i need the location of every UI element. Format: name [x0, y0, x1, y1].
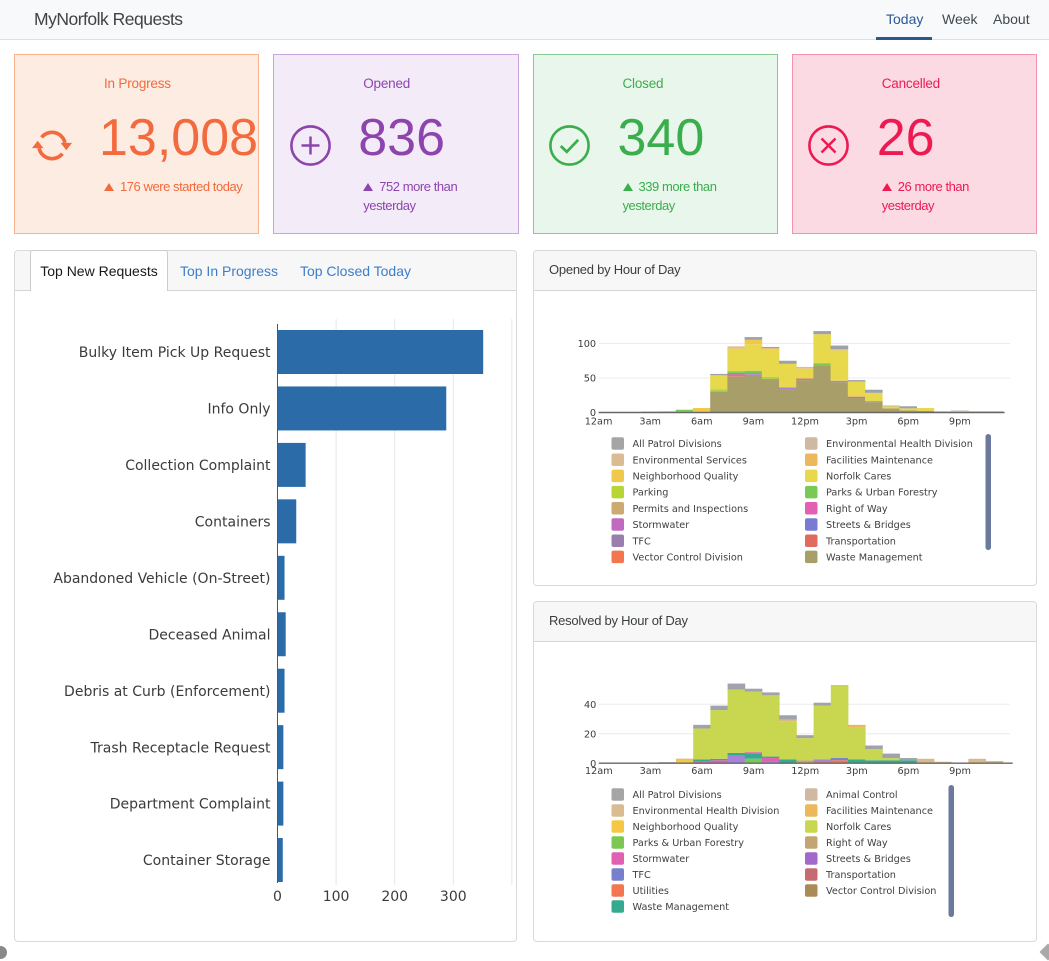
svg-text:Debris at Curb (Enforcement): Debris at Curb (Enforcement) — [64, 684, 270, 700]
svg-text:Parking: Parking — [633, 488, 669, 499]
svg-text:9pm: 9pm — [949, 416, 971, 427]
svg-text:9pm: 9pm — [949, 766, 971, 777]
svg-text:12am: 12am — [585, 766, 613, 777]
svg-text:Container Storage: Container Storage — [143, 853, 271, 869]
svg-text:50: 50 — [584, 374, 596, 385]
svg-text:40: 40 — [584, 700, 596, 711]
svg-text:Parks & Urban Forestry: Parks & Urban Forestry — [826, 488, 938, 499]
svg-text:Containers: Containers — [195, 514, 271, 530]
svg-text:Environmental Services: Environmental Services — [633, 455, 747, 466]
svg-text:Info Only: Info Only — [207, 402, 270, 418]
svg-text:100: 100 — [578, 339, 597, 350]
svg-text:Environmental Health Division: Environmental Health Division — [826, 439, 973, 450]
svg-text:Permits and Inspections: Permits and Inspections — [633, 504, 749, 515]
svg-text:Stormwater: Stormwater — [633, 520, 690, 531]
svg-text:Neighborhood Quality: Neighborhood Quality — [633, 822, 739, 833]
svg-text:Transportation: Transportation — [825, 870, 896, 881]
svg-text:12am: 12am — [585, 416, 613, 427]
svg-text:Facilities Maintenance: Facilities Maintenance — [826, 455, 933, 466]
svg-text:0: 0 — [273, 889, 282, 905]
svg-text:3pm: 3pm — [846, 416, 868, 427]
svg-text:Neighborhood Quality: Neighborhood Quality — [633, 472, 739, 483]
svg-text:Trash Receptacle Request: Trash Receptacle Request — [90, 740, 271, 756]
svg-text:Vector Control Division: Vector Control Division — [826, 886, 936, 897]
svg-text:TFC: TFC — [632, 870, 651, 881]
svg-text:9am: 9am — [743, 766, 765, 777]
svg-text:Streets & Bridges: Streets & Bridges — [826, 854, 911, 865]
svg-text:Department Complaint: Department Complaint — [110, 797, 271, 813]
svg-text:Bulky Item Pick Up Request: Bulky Item Pick Up Request — [79, 345, 271, 361]
svg-text:12pm: 12pm — [791, 416, 819, 427]
svg-text:Parks & Urban Forestry: Parks & Urban Forestry — [633, 838, 745, 849]
svg-text:3am: 3am — [639, 416, 661, 427]
svg-text:6am: 6am — [691, 766, 713, 777]
svg-text:Transportation: Transportation — [825, 536, 896, 547]
svg-text:6am: 6am — [691, 416, 713, 427]
svg-text:Abandoned Vehicle (On-Street): Abandoned Vehicle (On-Street) — [53, 571, 270, 587]
svg-text:Utilities: Utilities — [633, 886, 669, 897]
svg-text:Norfolk Cares: Norfolk Cares — [826, 472, 891, 483]
svg-text:Facilities Maintenance: Facilities Maintenance — [826, 806, 933, 817]
svg-text:Vector Control Division: Vector Control Division — [633, 553, 743, 564]
svg-text:12pm: 12pm — [791, 766, 819, 777]
svg-text:All Patrol Divisions: All Patrol Divisions — [633, 439, 722, 450]
svg-text:20: 20 — [584, 729, 596, 740]
svg-text:300: 300 — [440, 889, 467, 905]
svg-text:Animal Control: Animal Control — [826, 790, 898, 801]
svg-text:Norfolk Cares: Norfolk Cares — [826, 822, 891, 833]
svg-text:Deceased Animal: Deceased Animal — [149, 627, 271, 643]
svg-text:6pm: 6pm — [898, 766, 920, 777]
svg-text:All Patrol Divisions: All Patrol Divisions — [633, 790, 722, 801]
svg-text:Waste Management: Waste Management — [633, 902, 730, 913]
svg-text:Right of Way: Right of Way — [826, 504, 888, 515]
svg-text:TFC: TFC — [632, 536, 651, 547]
svg-text:6pm: 6pm — [897, 416, 919, 427]
svg-text:100: 100 — [323, 889, 350, 905]
svg-text:3am: 3am — [640, 766, 662, 777]
svg-text:Waste Management: Waste Management — [826, 553, 923, 564]
svg-text:3pm: 3pm — [846, 766, 868, 777]
svg-text:Environmental Health Division: Environmental Health Division — [633, 806, 780, 817]
svg-text:Streets & Bridges: Streets & Bridges — [826, 520, 911, 531]
svg-text:Right of Way: Right of Way — [826, 838, 888, 849]
svg-text:Collection Complaint: Collection Complaint — [125, 458, 271, 474]
svg-text:9am: 9am — [743, 416, 765, 427]
svg-text:200: 200 — [381, 889, 408, 905]
svg-text:Stormwater: Stormwater — [633, 854, 690, 865]
